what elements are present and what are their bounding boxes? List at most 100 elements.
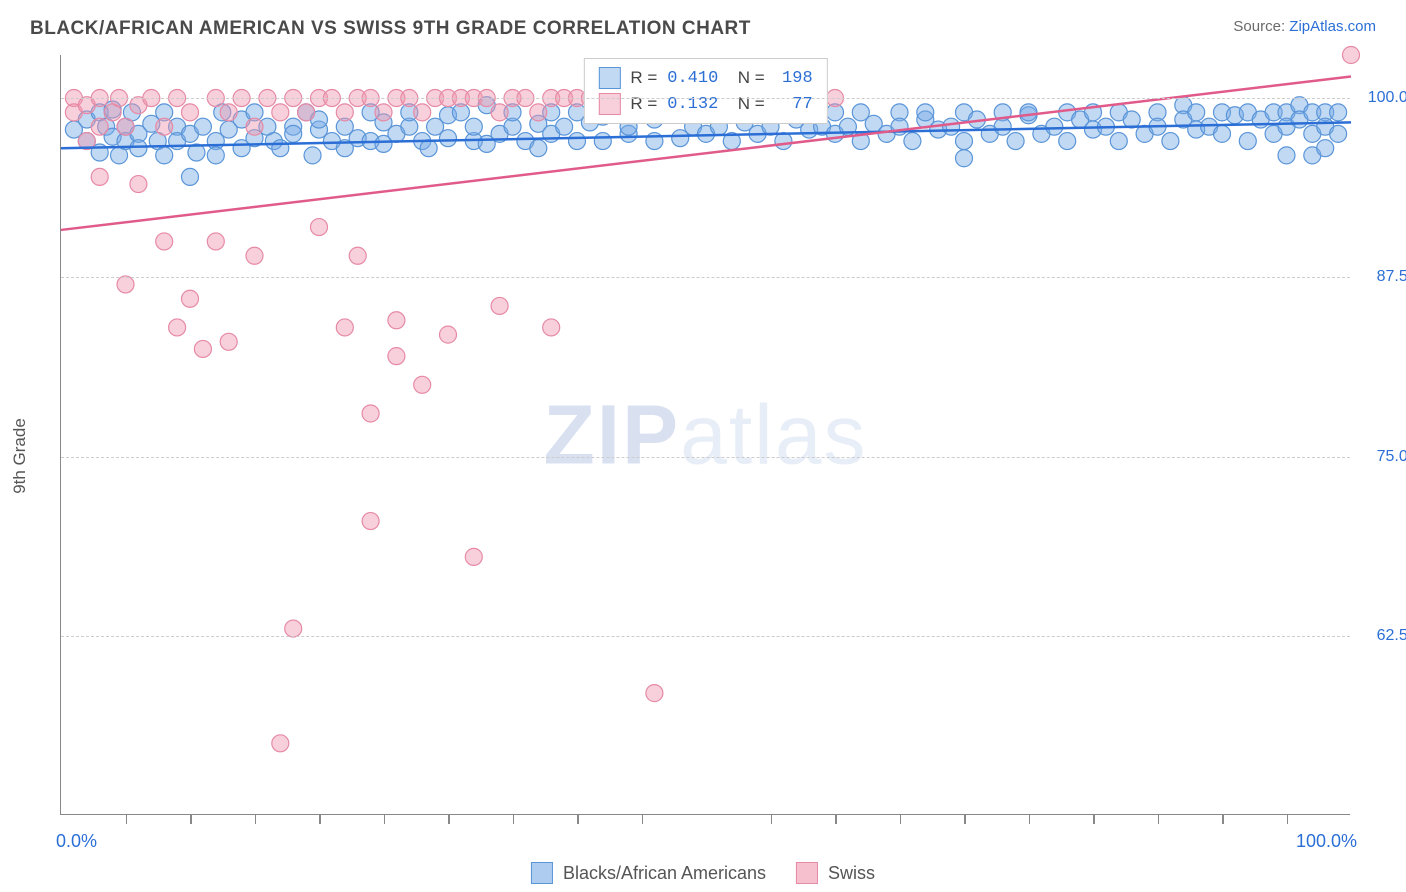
data-point (1278, 147, 1295, 164)
y-tick-label: 87.5% (1377, 268, 1406, 286)
x-axis-label: 0.0% (56, 831, 97, 852)
gridline (61, 98, 1350, 99)
data-point (130, 140, 147, 157)
data-point (1046, 118, 1063, 135)
x-tick (384, 814, 386, 824)
data-point (194, 340, 211, 357)
chart-title: BLACK/AFRICAN AMERICAN VS SWISS 9TH GRAD… (30, 18, 751, 40)
data-point (285, 125, 302, 142)
correlation-legend: R = 0.410 N = 198R = 0.132 N = 77 (583, 58, 827, 124)
data-point (156, 233, 173, 250)
data-point (1007, 133, 1024, 150)
x-tick (964, 814, 966, 824)
series-legend: Blacks/African Americans Swiss (531, 862, 875, 884)
data-point (530, 104, 547, 121)
x-tick (1093, 814, 1095, 824)
data-point (943, 118, 960, 135)
data-point (169, 319, 186, 336)
data-point (465, 548, 482, 565)
legend-n-label: N = (728, 94, 764, 114)
x-tick (319, 814, 321, 824)
data-point (440, 130, 457, 147)
data-point (491, 297, 508, 314)
legend-n-label: N = (728, 68, 764, 88)
data-point (182, 104, 199, 121)
data-point (1330, 125, 1347, 142)
data-point (388, 312, 405, 329)
data-point (1317, 140, 1334, 157)
source-link[interactable]: ZipAtlas.com (1289, 18, 1376, 35)
data-point (246, 118, 263, 135)
data-point (362, 405, 379, 422)
data-point (1343, 47, 1360, 64)
x-tick (1158, 814, 1160, 824)
x-tick (1029, 814, 1031, 824)
data-point (569, 133, 586, 150)
data-point (440, 326, 457, 343)
chart-plot-area: ZIPatlas R = 0.410 N = 198R = 0.132 N = … (60, 55, 1350, 815)
data-point (1162, 133, 1179, 150)
data-point (91, 168, 108, 185)
data-point (194, 118, 211, 135)
data-point (272, 104, 289, 121)
data-point (420, 140, 437, 157)
data-point (543, 319, 560, 336)
legend-label: Swiss (828, 863, 875, 884)
legend-r-label: R = (630, 94, 657, 114)
x-tick (577, 814, 579, 824)
y-axis-title: 9th Grade (10, 418, 30, 494)
data-point (594, 133, 611, 150)
x-tick (448, 814, 450, 824)
data-point (994, 118, 1011, 135)
data-point (556, 118, 573, 135)
data-point (182, 290, 199, 307)
data-point (1059, 133, 1076, 150)
legend-item: Blacks/African Americans (531, 862, 766, 884)
legend-r-label: R = (630, 68, 657, 88)
x-axis-label: 100.0% (1296, 831, 1357, 852)
legend-swatch (598, 67, 620, 89)
data-point (246, 247, 263, 264)
data-point (156, 147, 173, 164)
x-tick (642, 814, 644, 824)
data-point (1214, 125, 1231, 142)
scatter-plot-svg (61, 55, 1350, 814)
data-point (207, 147, 224, 164)
data-point (336, 104, 353, 121)
data-point (349, 247, 366, 264)
data-point (414, 376, 431, 393)
gridline (61, 636, 1350, 637)
data-point (530, 140, 547, 157)
data-point (336, 319, 353, 336)
legend-item: Swiss (796, 862, 875, 884)
data-point (917, 104, 934, 121)
legend-label: Blacks/African Americans (563, 863, 766, 884)
data-point (1330, 104, 1347, 121)
data-point (91, 118, 108, 135)
data-point (1110, 133, 1127, 150)
data-point (272, 735, 289, 752)
data-point (465, 118, 482, 135)
data-point (362, 513, 379, 530)
data-point (1188, 104, 1205, 121)
data-point (182, 168, 199, 185)
source-attribution: Source: ZipAtlas.com (1233, 18, 1376, 35)
data-point (904, 133, 921, 150)
x-tick (190, 814, 192, 824)
gridline (61, 457, 1350, 458)
data-point (311, 219, 328, 236)
data-point (117, 276, 134, 293)
data-point (414, 104, 431, 121)
x-tick (771, 814, 773, 824)
legend-swatch (531, 862, 553, 884)
gridline (61, 277, 1350, 278)
legend-swatch (598, 93, 620, 115)
data-point (1020, 104, 1037, 121)
data-point (220, 104, 237, 121)
data-point (956, 150, 973, 167)
data-point (956, 133, 973, 150)
legend-r-value: 0.410 (667, 69, 718, 88)
data-point (388, 348, 405, 365)
x-tick (1287, 814, 1289, 824)
y-tick-label: 62.5% (1377, 627, 1406, 645)
